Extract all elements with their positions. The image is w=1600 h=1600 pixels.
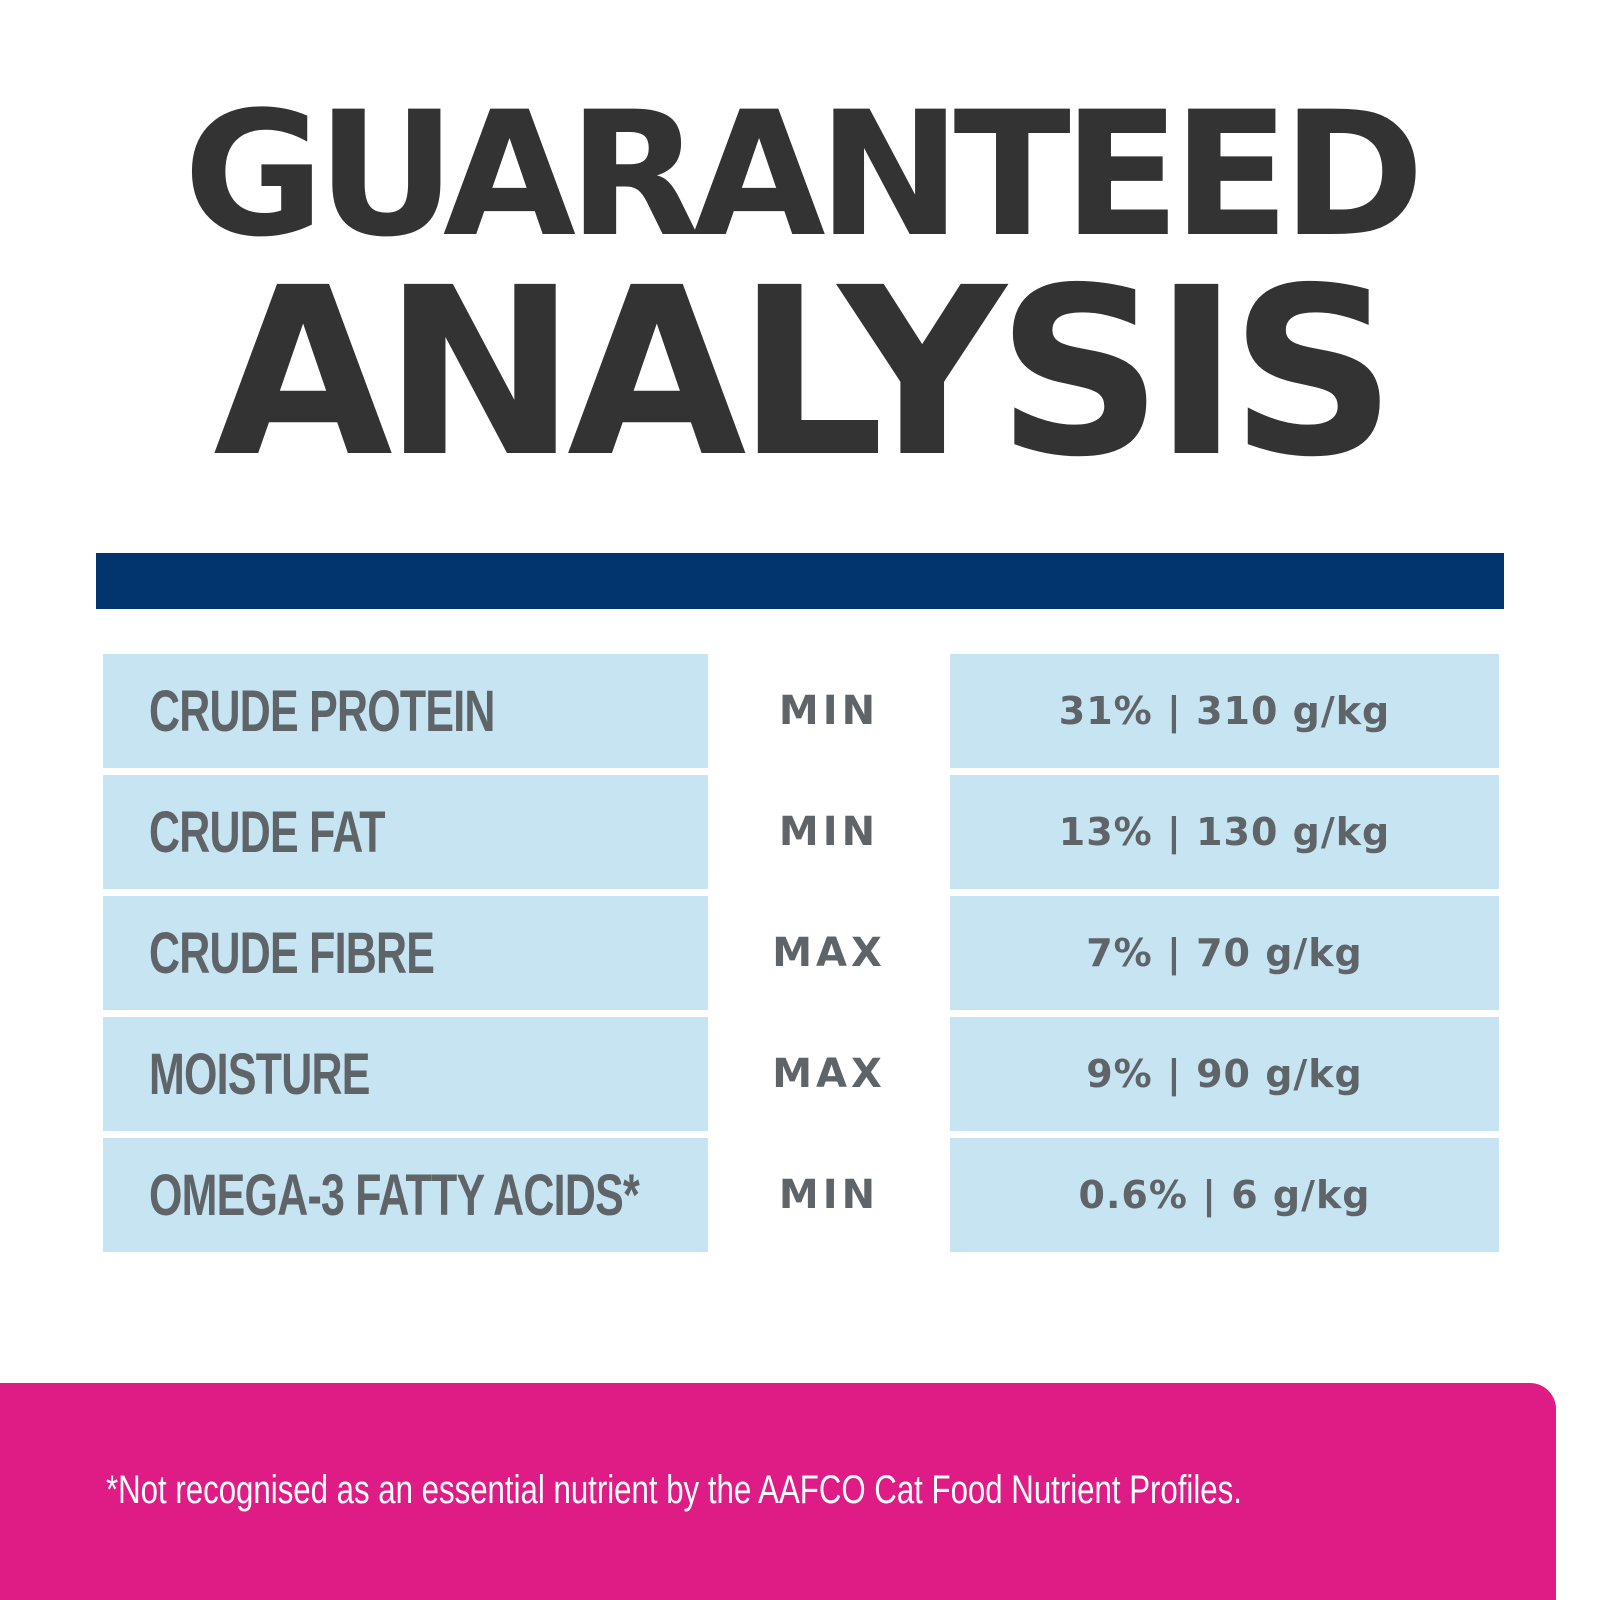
footnote-banner [0, 1383, 1556, 1600]
nutrient-name: CRUDE FIBRE [149, 920, 435, 986]
qualifier: MIN [778, 688, 880, 734]
nutrient-value: 9% | 90 g/kg [950, 1017, 1499, 1131]
nutrient-value: 31% | 310 g/kg [950, 654, 1499, 768]
nutrient-name-cell: MOISTURE [103, 1017, 708, 1131]
footnote-text: *Not recognised as an essential nutrient… [106, 1468, 1242, 1512]
nutrient-value: 7% | 70 g/kg [950, 896, 1499, 1010]
page-title-line-2: ANALYSIS [213, 238, 1396, 508]
qualifier: MIN [778, 1172, 880, 1218]
nutrient-value: 13% | 130 g/kg [950, 775, 1499, 889]
nutrient-name-cell: OMEGA-3 FATTY ACIDS* [103, 1138, 708, 1252]
nutrient-name-cell: CRUDE FIBRE [103, 896, 708, 1010]
analysis-table: CRUDE PROTEIN MIN 31% | 310 g/kg CRUDE F… [103, 654, 1499, 1259]
nutrient-name: OMEGA-3 FATTY ACIDS* [149, 1162, 640, 1228]
nutrient-name-cell: CRUDE FAT [103, 775, 708, 889]
nutrient-name: CRUDE PROTEIN [149, 678, 495, 744]
qualifier: MIN [778, 809, 880, 855]
nutrient-name-cell: CRUDE PROTEIN [103, 654, 708, 768]
nutrient-name: MOISTURE [149, 1041, 370, 1107]
qualifier: MAX [772, 930, 886, 976]
nutrient-value: 0.6% | 6 g/kg [950, 1138, 1499, 1252]
table-row: CRUDE FAT MIN 13% | 130 g/kg [103, 775, 1499, 889]
table-row: CRUDE PROTEIN MIN 31% | 310 g/kg [103, 654, 1499, 768]
nutrient-name: CRUDE FAT [149, 799, 385, 865]
qualifier: MAX [772, 1051, 886, 1097]
table-row: CRUDE FIBRE MAX 7% | 70 g/kg [103, 896, 1499, 1010]
table-row: MOISTURE MAX 9% | 90 g/kg [103, 1017, 1499, 1131]
page-title-line-1: GUARANTEED [183, 74, 1424, 275]
divider-bar [96, 553, 1504, 609]
table-row: OMEGA-3 FATTY ACIDS* MIN 0.6% | 6 g/kg [103, 1138, 1499, 1252]
